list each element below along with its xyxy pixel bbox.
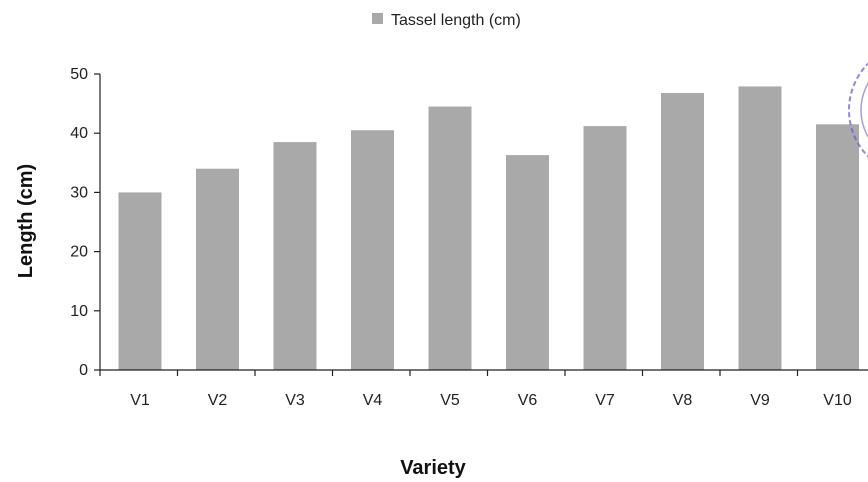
seal-stamp-icon: [848, 62, 868, 158]
bar-v5: [428, 106, 472, 370]
x-axis-title: Variety: [400, 457, 466, 479]
bar-v1: [118, 192, 162, 370]
bar-v6: [506, 155, 549, 370]
bar-v4: [351, 130, 394, 370]
y-tick-label: 40: [70, 125, 88, 142]
bar-v10: [816, 124, 859, 370]
y-tick-label: 0: [79, 362, 88, 379]
legend-label: Tassel length (cm): [391, 12, 521, 29]
legend-swatch: [372, 13, 383, 24]
x-tick-label: V4: [363, 392, 383, 409]
y-tick-label: 20: [70, 244, 88, 261]
bar-v2: [196, 168, 239, 370]
x-tick-label: V2: [208, 392, 228, 409]
x-tick-label: V9: [750, 392, 770, 409]
x-tick-label: V5: [440, 392, 460, 409]
bars: [118, 86, 859, 370]
bar-v9: [738, 86, 782, 370]
y-tick-label: 30: [70, 184, 88, 201]
y-axis: 0 10 20 30 40 50: [70, 66, 101, 379]
bar-v3: [273, 142, 317, 370]
bar-v8: [661, 92, 704, 370]
x-tick-label: V7: [595, 392, 615, 409]
bar-v7: [583, 126, 627, 370]
y-tick-label: 50: [70, 66, 88, 83]
legend: Tassel length (cm): [372, 12, 521, 29]
x-tick-label: V3: [285, 392, 305, 409]
x-tick-label: V10: [823, 392, 852, 409]
x-axis: V1 V2 V3 V4 V5 V6 V7 V8 V9 V10: [99, 369, 868, 409]
x-tick-label: V1: [130, 392, 150, 409]
x-tick-label: V8: [673, 392, 693, 409]
y-axis-title: Length (cm): [15, 164, 37, 278]
y-tick-label: 10: [70, 303, 88, 320]
x-tick-label: V6: [518, 392, 538, 409]
